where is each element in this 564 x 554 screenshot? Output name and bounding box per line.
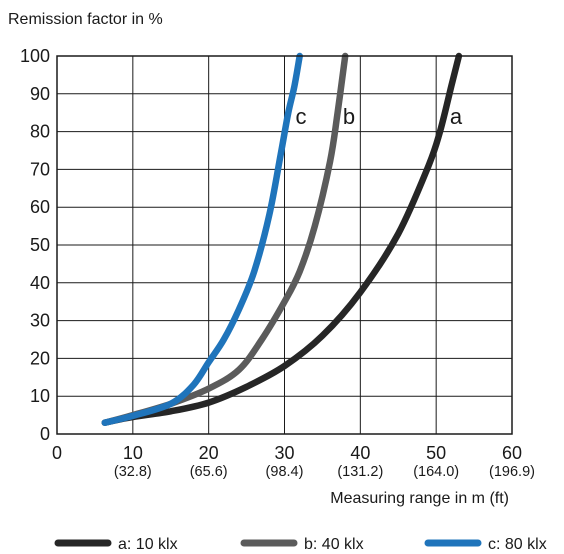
curve-tag-c: c xyxy=(296,104,307,129)
x-tick-label-20: 20 xyxy=(199,443,219,463)
y-tick-label-30: 30 xyxy=(30,311,50,331)
legend: a: 10 klx b: 40 klx c: 80 klx xyxy=(54,536,547,553)
plot-frame xyxy=(56,55,513,435)
legend-label-c: c: 80 klx xyxy=(488,536,547,553)
legend-label-a: a: 10 klx xyxy=(118,536,178,553)
x-tick-sublabel-50: (164.0) xyxy=(413,464,459,480)
y-tick-label-60: 60 xyxy=(30,197,50,217)
y-tick-label-100: 100 xyxy=(20,46,50,66)
series-curves xyxy=(101,52,463,426)
x-axis-label: Measuring range in m (ft) xyxy=(330,490,509,507)
x-tick-label-50: 50 xyxy=(426,443,446,463)
curve-tags: a b c xyxy=(296,104,463,129)
x-tick-label-0: 0 xyxy=(52,443,62,463)
x-tick-label-40: 40 xyxy=(350,443,370,463)
y-tick-label-10: 10 xyxy=(30,386,50,406)
curve-tag-a: a xyxy=(450,104,463,129)
x-tick-label-10: 10 xyxy=(123,443,143,463)
y-tick-labels: 0 10 20 30 40 50 60 70 80 90 100 xyxy=(20,46,50,444)
x-tick-labels: 0 10(32.8) 20(65.6) 30(98.4) 40(131.2) 50(164… xyxy=(52,443,535,480)
y-tick-label-40: 40 xyxy=(30,273,50,293)
x-tick-sublabel-10: (32.8) xyxy=(114,464,152,480)
x-tick-label-60: 60 xyxy=(502,443,522,463)
legend-label-b: b: 40 klx xyxy=(304,536,364,553)
series-line-b xyxy=(101,52,349,426)
x-tick-sublabel-60: (196.9) xyxy=(489,464,535,480)
y-tick-label-90: 90 xyxy=(30,84,50,104)
y-tick-label-0: 0 xyxy=(40,424,50,444)
x-tick-sublabel-40: (131.2) xyxy=(337,464,383,480)
curve-tag-b: b xyxy=(343,104,355,129)
x-tick-sublabel-30: (98.4) xyxy=(266,464,304,480)
series-line-a xyxy=(101,52,463,426)
y-tick-label-80: 80 xyxy=(30,122,50,142)
y-axis-label: Remission factor in % xyxy=(8,11,163,28)
series-line-c xyxy=(101,52,303,426)
x-tick-sublabel-20: (65.6) xyxy=(190,464,228,480)
y-tick-label-20: 20 xyxy=(30,348,50,368)
y-tick-label-50: 50 xyxy=(30,235,50,255)
y-tick-label-70: 70 xyxy=(30,159,50,179)
x-tick-label-30: 30 xyxy=(274,443,294,463)
